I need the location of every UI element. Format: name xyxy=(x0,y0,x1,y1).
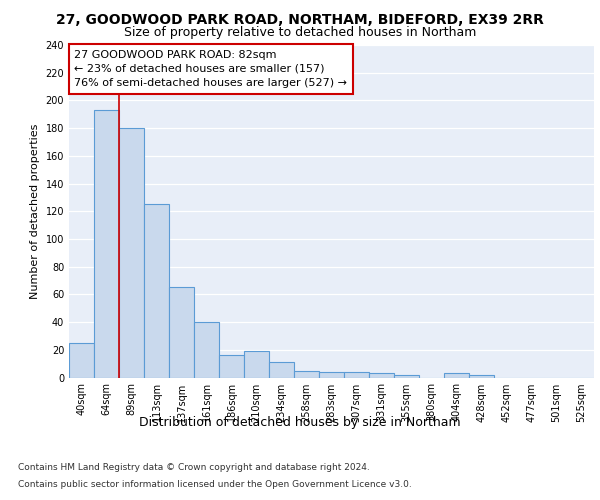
Bar xyxy=(169,288,194,378)
Text: Contains HM Land Registry data © Crown copyright and database right 2024.: Contains HM Land Registry data © Crown c… xyxy=(18,464,370,472)
Text: Contains public sector information licensed under the Open Government Licence v3: Contains public sector information licen… xyxy=(18,480,412,489)
Bar xyxy=(369,374,394,378)
Text: Distribution of detached houses by size in Northam: Distribution of detached houses by size … xyxy=(139,416,461,429)
Bar xyxy=(219,356,244,378)
Bar xyxy=(69,343,94,378)
Bar xyxy=(344,372,369,378)
Text: 27 GOODWOOD PARK ROAD: 82sqm
← 23% of detached houses are smaller (157)
76% of s: 27 GOODWOOD PARK ROAD: 82sqm ← 23% of de… xyxy=(74,50,347,88)
Bar xyxy=(144,204,169,378)
Bar xyxy=(194,322,219,378)
Bar xyxy=(244,351,269,378)
Bar xyxy=(394,374,419,378)
Y-axis label: Number of detached properties: Number of detached properties xyxy=(30,124,40,299)
Bar xyxy=(119,128,144,378)
Bar xyxy=(319,372,344,378)
Text: Size of property relative to detached houses in Northam: Size of property relative to detached ho… xyxy=(124,26,476,39)
Bar xyxy=(444,374,469,378)
Bar xyxy=(269,362,294,378)
Text: 27, GOODWOOD PARK ROAD, NORTHAM, BIDEFORD, EX39 2RR: 27, GOODWOOD PARK ROAD, NORTHAM, BIDEFOR… xyxy=(56,12,544,26)
Bar xyxy=(294,370,319,378)
Bar xyxy=(94,110,119,378)
Bar xyxy=(469,374,494,378)
